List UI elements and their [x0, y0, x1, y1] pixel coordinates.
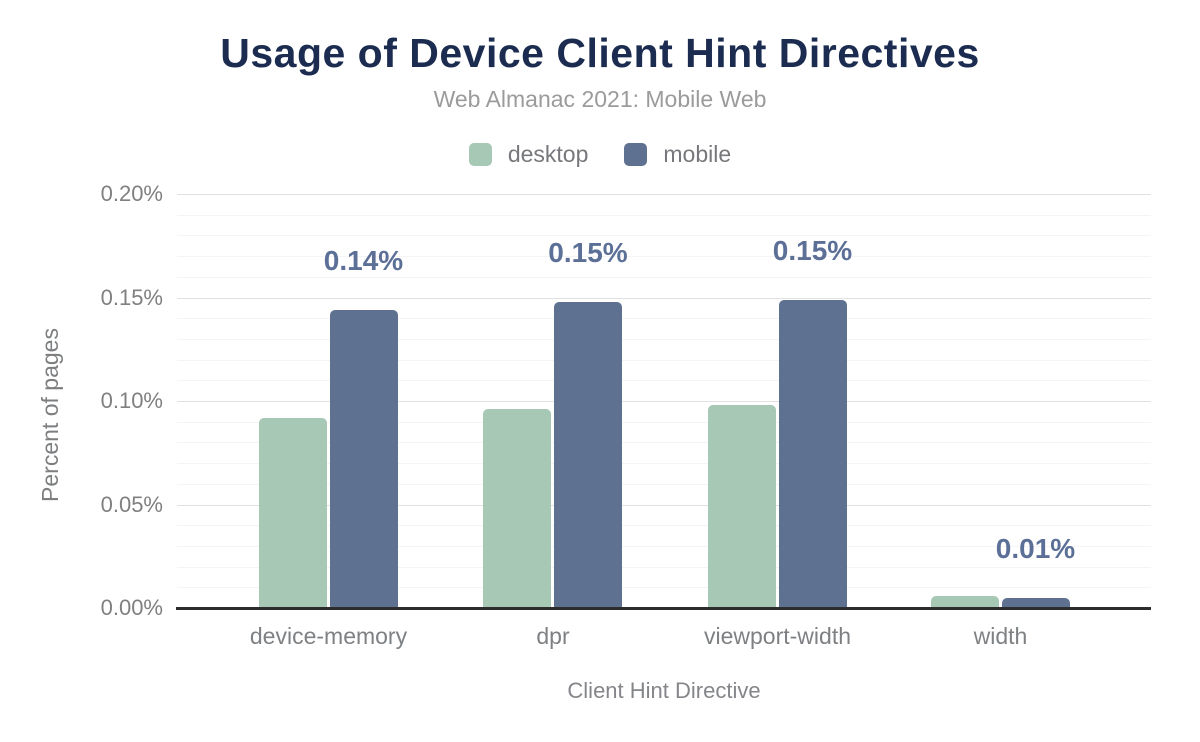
minor-gridline — [177, 545, 1151, 547]
y-axis-title: Percent of pages — [37, 328, 63, 502]
legend-swatch-desktop — [468, 143, 492, 166]
minor-gridline — [177, 214, 1151, 216]
x-tick-label-device-memory: device-memory — [249, 623, 408, 649]
x-tick-label-dpr: dpr — [536, 623, 570, 649]
legend: desktop mobile — [0, 141, 1200, 168]
minor-gridline — [177, 525, 1151, 527]
x-axis-line — [176, 607, 1151, 610]
major-gridline — [177, 401, 1151, 402]
minor-gridline — [177, 566, 1151, 568]
x-tick-label-viewport-width: viewport-width — [704, 623, 851, 649]
y-tick-label: 0.10% — [100, 388, 163, 413]
minor-gridline — [177, 442, 1151, 444]
bar-desktop-device-memory — [258, 417, 327, 608]
major-gridline — [177, 504, 1151, 506]
bar-value-label-width: 0.01% — [995, 532, 1076, 564]
minor-gridline — [177, 463, 1151, 465]
minor-gridline — [177, 587, 1151, 589]
y-tick-label: 0.20% — [100, 181, 163, 206]
minor-gridline — [177, 359, 1151, 361]
major-gridline — [177, 297, 1151, 299]
chart-title: Usage of Device Client Hint Directives — [220, 30, 980, 76]
minor-gridline — [177, 256, 1151, 258]
bar-mobile-width — [1001, 597, 1070, 608]
legend-item-desktop[interactable]: desktop — [468, 141, 589, 168]
x-tick-label-width: width — [973, 623, 1028, 649]
minor-gridline — [177, 318, 1151, 320]
major-gridline — [177, 194, 1151, 195]
legend-label-mobile: mobile — [663, 141, 732, 167]
bar-mobile-device-memory — [329, 309, 398, 608]
bar-value-label-viewport-width: 0.15% — [772, 234, 853, 266]
bar-value-label-dpr: 0.15% — [548, 236, 628, 268]
legend-label-desktop: desktop — [507, 141, 589, 167]
y-tick-label: 0.05% — [100, 491, 163, 517]
minor-gridline — [177, 338, 1151, 340]
bar-mobile-viewport-width — [778, 299, 847, 608]
minor-gridline — [177, 235, 1151, 237]
bar-desktop-width — [930, 595, 999, 608]
chart-subtitle: Web Almanac 2021: Mobile Web — [433, 86, 767, 112]
minor-gridline — [177, 421, 1151, 423]
bar-mobile-dpr — [554, 301, 622, 608]
bar-desktop-viewport-width — [707, 405, 776, 608]
bar-value-label-device-memory: 0.14% — [323, 244, 404, 276]
legend-swatch-mobile — [624, 143, 648, 166]
minor-gridline — [177, 380, 1151, 382]
x-axis-title: Client Hint Directive — [567, 678, 761, 703]
y-tick-label: 0.00% — [100, 595, 163, 620]
legend-item-mobile[interactable]: mobile — [624, 141, 731, 168]
bar-desktop-dpr — [483, 409, 551, 608]
minor-gridline — [177, 276, 1151, 278]
minor-gridline — [177, 483, 1151, 485]
y-tick-label: 0.15% — [100, 284, 163, 310]
